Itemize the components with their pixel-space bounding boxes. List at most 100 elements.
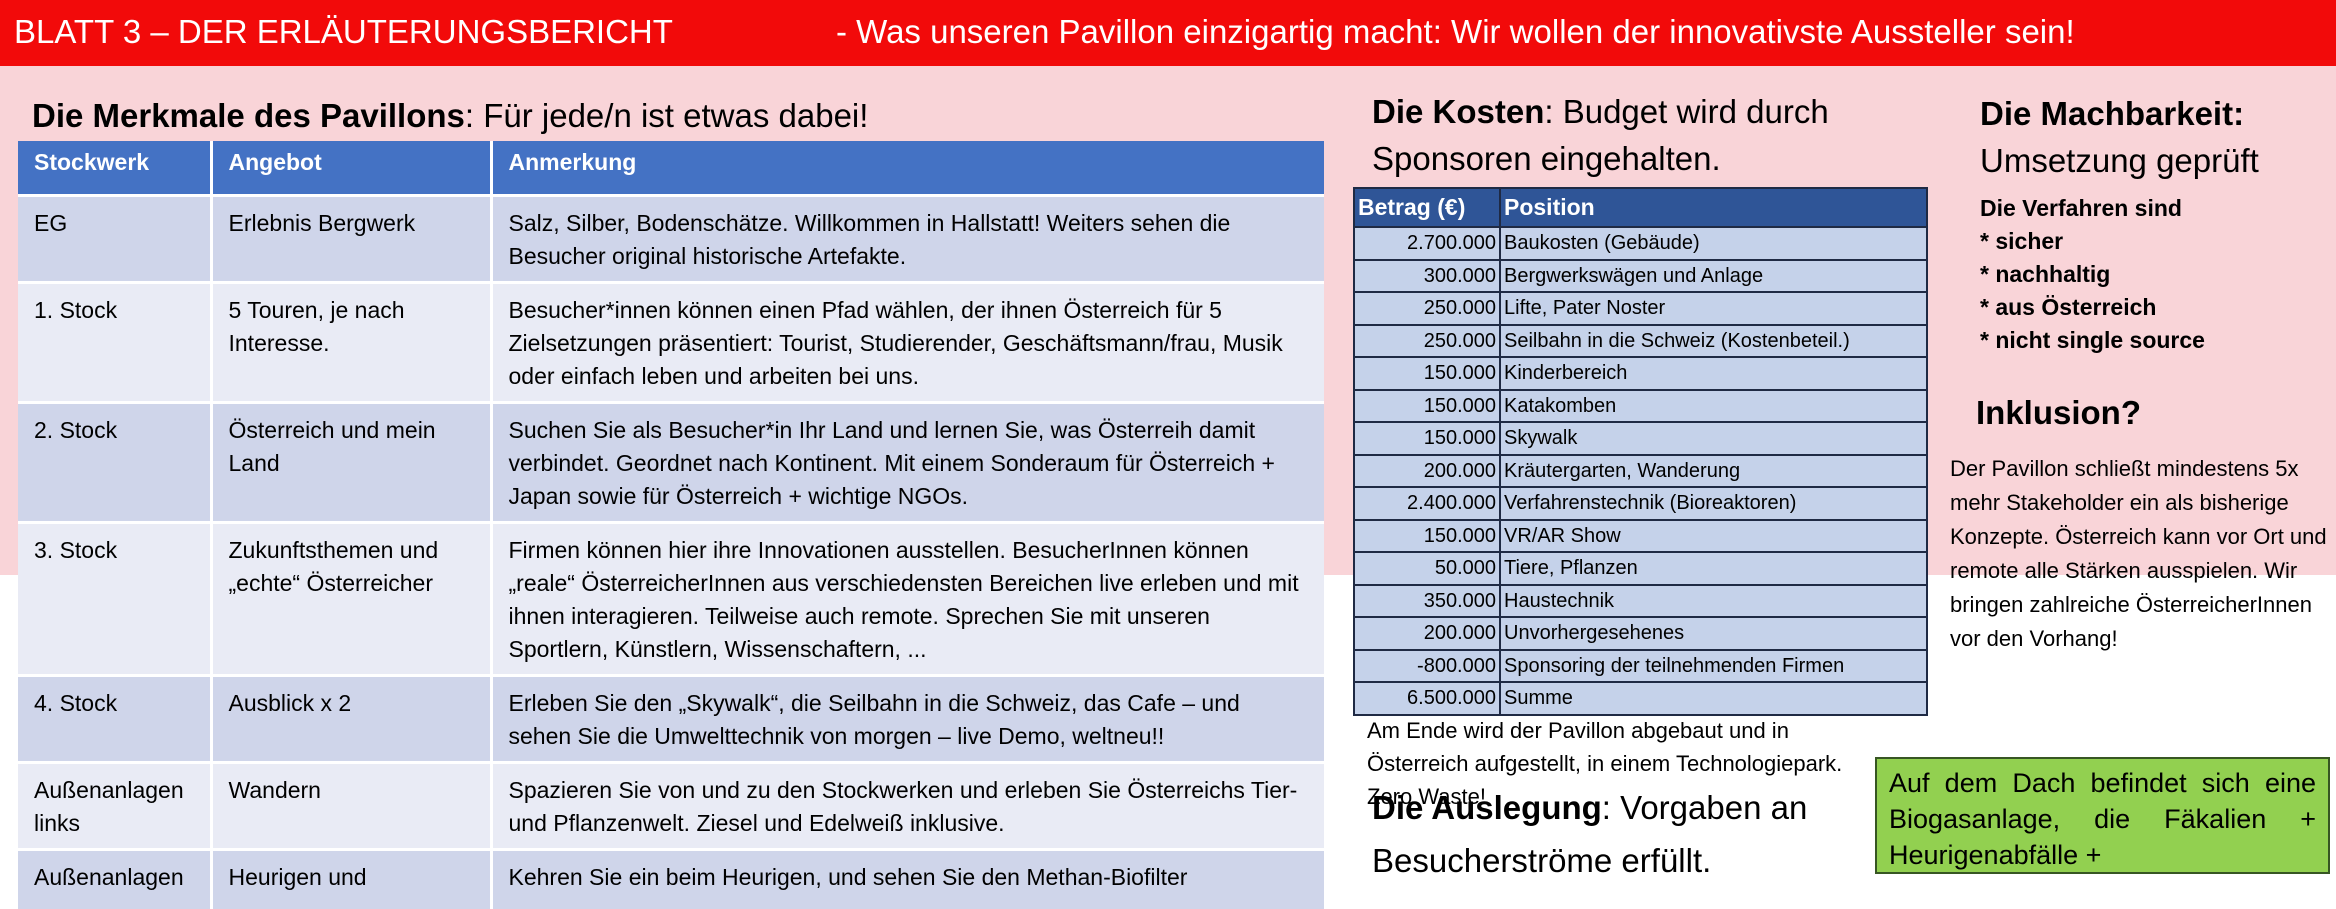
column-header: Betrag (€) bbox=[1353, 187, 1501, 228]
cost-amount: 2.700.000 bbox=[1353, 226, 1501, 261]
cost-position: Bergwerkswägen und Anlage bbox=[1499, 258, 1928, 293]
table-cell: Österreich und mein Land bbox=[211, 400, 493, 522]
cost-amount: 150.000 bbox=[1353, 518, 1501, 553]
cost-position: Haustechnik bbox=[1499, 583, 1928, 618]
feasibility-subheading: Umsetzung geprüft bbox=[1980, 142, 2259, 179]
table-cell: Wandern bbox=[211, 760, 493, 849]
cost-amount: 150.000 bbox=[1353, 388, 1501, 423]
table-cell: Außenanlagen bbox=[18, 847, 213, 909]
table-row: EG Erlebnis Bergwerk Salz, Silber, Boden… bbox=[18, 193, 1324, 282]
table-row: 1. Stock 5 Touren, je nach Interesse. Be… bbox=[18, 280, 1324, 402]
cost-position: Verfahrenstechnik (Bioreaktoren) bbox=[1499, 486, 1928, 521]
cost-row: 250.000 Seilbahn in die Schweiz (Kostenbe… bbox=[1353, 323, 1928, 358]
table-row: 2. Stock Österreich und mein Land Suchen… bbox=[18, 400, 1324, 522]
feasibility-heading: Die Machbarkeit: bbox=[1980, 95, 2245, 132]
costs-heading-bold: Die Kosten bbox=[1372, 93, 1545, 130]
cost-table: Betrag (€) Position 2.700.000 Baukosten (… bbox=[1353, 187, 1928, 716]
table-row: 4. Stock Ausblick x 2 Erleben Sie den „S… bbox=[18, 673, 1324, 762]
cost-amount: 350.000 bbox=[1353, 583, 1501, 618]
cost-position: Tiere, Pflanzen bbox=[1499, 551, 1928, 586]
list-item: * nicht single source bbox=[1980, 327, 2205, 353]
table-cell: Erlebnis Bergwerk bbox=[211, 193, 493, 282]
cost-position: Seilbahn in die Schweiz (Kostenbeteil.) bbox=[1499, 323, 1928, 358]
table-cell: Spazieren Sie von und zu den Stockwerken… bbox=[491, 760, 1324, 849]
inclusion-heading: Inklusion? bbox=[1976, 394, 2141, 431]
cost-amount: 200.000 bbox=[1353, 453, 1501, 488]
layout-heading-rest: : Vorgaben an bbox=[1601, 789, 1808, 826]
table-header-row: Stockwerk Angebot Anmerkung bbox=[18, 141, 1324, 195]
table-cell: Besucher*innen können einen Pfad wählen,… bbox=[491, 280, 1324, 402]
list-item: * aus Österreich bbox=[1980, 294, 2157, 320]
layout-heading-bold: Die Auslegung bbox=[1372, 789, 1602, 826]
cost-position: Lifte, Pater Noster bbox=[1499, 291, 1928, 326]
table-cell: Firmen können hier ihre Innovationen aus… bbox=[491, 520, 1324, 675]
table-cell: EG bbox=[18, 193, 213, 282]
layout-heading-line2: Besucherströme erfüllt. bbox=[1372, 842, 1712, 879]
list-item: * nachhaltig bbox=[1980, 261, 2111, 287]
cost-row: 200.000 Unvorhergesehenes bbox=[1353, 616, 1928, 651]
table-cell: Salz, Silber, Bodenschätze. Willkommen i… bbox=[491, 193, 1324, 282]
features-table: Stockwerk Angebot Anmerkung EG Erlebnis … bbox=[18, 141, 1324, 909]
table-cell: 1. Stock bbox=[18, 280, 213, 402]
inclusion-text: Der Pavillon schließt mindestens 5x mehr… bbox=[1950, 456, 2327, 651]
cost-amount: 150.000 bbox=[1353, 421, 1501, 456]
list-item: * sicher bbox=[1980, 228, 2064, 254]
cost-amount: 250.000 bbox=[1353, 323, 1501, 358]
costs-heading-line2: Sponsoren eingehalten. bbox=[1372, 140, 1721, 177]
table-cell: Zukunftsthemen und „echte“ Österreicher bbox=[211, 520, 493, 675]
cost-row: 150.000 Katakomben bbox=[1353, 388, 1928, 423]
cost-row: 2.700.000 Baukosten (Gebäude) bbox=[1353, 226, 1928, 261]
cost-row: 150.000 VR/AR Show bbox=[1353, 518, 1928, 553]
sheet-title: BLATT 3 – DER ERLÄUTERUNGSBERICHT bbox=[14, 13, 673, 50]
cost-position: Unvorhergesehenes bbox=[1499, 616, 1928, 651]
cost-amount: 2.400.000 bbox=[1353, 486, 1501, 521]
cost-row: 6.500.000 Summe bbox=[1353, 681, 1928, 716]
feasibility-list: Die Verfahren sind * sicher * nachhaltig… bbox=[1980, 192, 2205, 357]
dismantle-note: Am Ende wird der Pavillon abgebaut und i… bbox=[1367, 718, 1843, 809]
costs-heading-rest: : Budget wird durch bbox=[1544, 93, 1829, 130]
cost-row: 200.000 Kräutergarten, Wanderung bbox=[1353, 453, 1928, 488]
column-header: Position bbox=[1499, 187, 1928, 228]
cost-row: 250.000 Lifte, Pater Noster bbox=[1353, 291, 1928, 326]
cost-row: -800.000 Sponsoring der teilnehmenden Fir… bbox=[1353, 648, 1928, 683]
cost-amount: 250.000 bbox=[1353, 291, 1501, 326]
table-cell: Ausblick x 2 bbox=[211, 673, 493, 762]
table-row: Außenanlagen Heurigen und Kehren Sie ein… bbox=[18, 847, 1324, 909]
table-cell: Kehren Sie ein beim Heurigen, und sehen … bbox=[491, 847, 1324, 909]
cost-amount: 6.500.000 bbox=[1353, 681, 1501, 716]
table-cell: 4. Stock bbox=[18, 673, 213, 762]
cost-position: Katakomben bbox=[1499, 388, 1928, 423]
sheet-subtitle: - Was unseren Pavillon einzigartig macht… bbox=[836, 13, 2075, 50]
features-heading-rest: : Für jede/n ist etwas dabei! bbox=[464, 97, 869, 134]
features-heading-bold: Die Merkmale des Pavillons bbox=[32, 97, 465, 134]
cost-row: 350.000 Haustechnik bbox=[1353, 583, 1928, 618]
cost-position: Summe bbox=[1499, 681, 1928, 716]
cost-position: Kinderbereich bbox=[1499, 356, 1928, 391]
column-header: Anmerkung bbox=[491, 141, 1324, 195]
cost-amount: -800.000 bbox=[1353, 648, 1501, 683]
cost-position: VR/AR Show bbox=[1499, 518, 1928, 553]
title-bar: BLATT 3 – DER ERLÄUTERUNGSBERICHT - Was … bbox=[0, 0, 2336, 66]
cost-amount: 50.000 bbox=[1353, 551, 1501, 586]
column-header: Stockwerk bbox=[18, 141, 213, 195]
cost-row: 2.400.000 Verfahrenstechnik (Bioreaktoren… bbox=[1353, 486, 1928, 521]
table-row: Außenanlagen links Wandern Spazieren Sie… bbox=[18, 760, 1324, 849]
table-cell: 5 Touren, je nach Interesse. bbox=[211, 280, 493, 402]
table-cell: 3. Stock bbox=[18, 520, 213, 675]
feasibility-intro: Die Verfahren sind bbox=[1980, 195, 2182, 221]
cost-position: Kräutergarten, Wanderung bbox=[1499, 453, 1928, 488]
layout-heading: Die Auslegung: Vorgaben an bbox=[1372, 786, 1807, 830]
costs-heading: Die Kosten: Budget wird durch bbox=[1372, 90, 1829, 134]
cost-position: Sponsoring der teilnehmenden Firmen bbox=[1499, 648, 1928, 683]
cost-position: Skywalk bbox=[1499, 421, 1928, 456]
cost-row: 50.000 Tiere, Pflanzen bbox=[1353, 551, 1928, 586]
cost-position: Baukosten (Gebäude) bbox=[1499, 226, 1928, 261]
column-header: Angebot bbox=[211, 141, 493, 195]
cost-row: 300.000 Bergwerkswägen und Anlage bbox=[1353, 258, 1928, 293]
roof-note-box: Auf dem Dach befindet sich eine Biogasan… bbox=[1875, 757, 2330, 874]
cost-row: 150.000 Kinderbereich bbox=[1353, 356, 1928, 391]
cost-row: 150.000 Skywalk bbox=[1353, 421, 1928, 456]
cost-amount: 300.000 bbox=[1353, 258, 1501, 293]
table-cell: 2. Stock bbox=[18, 400, 213, 522]
cost-amount: 200.000 bbox=[1353, 616, 1501, 651]
